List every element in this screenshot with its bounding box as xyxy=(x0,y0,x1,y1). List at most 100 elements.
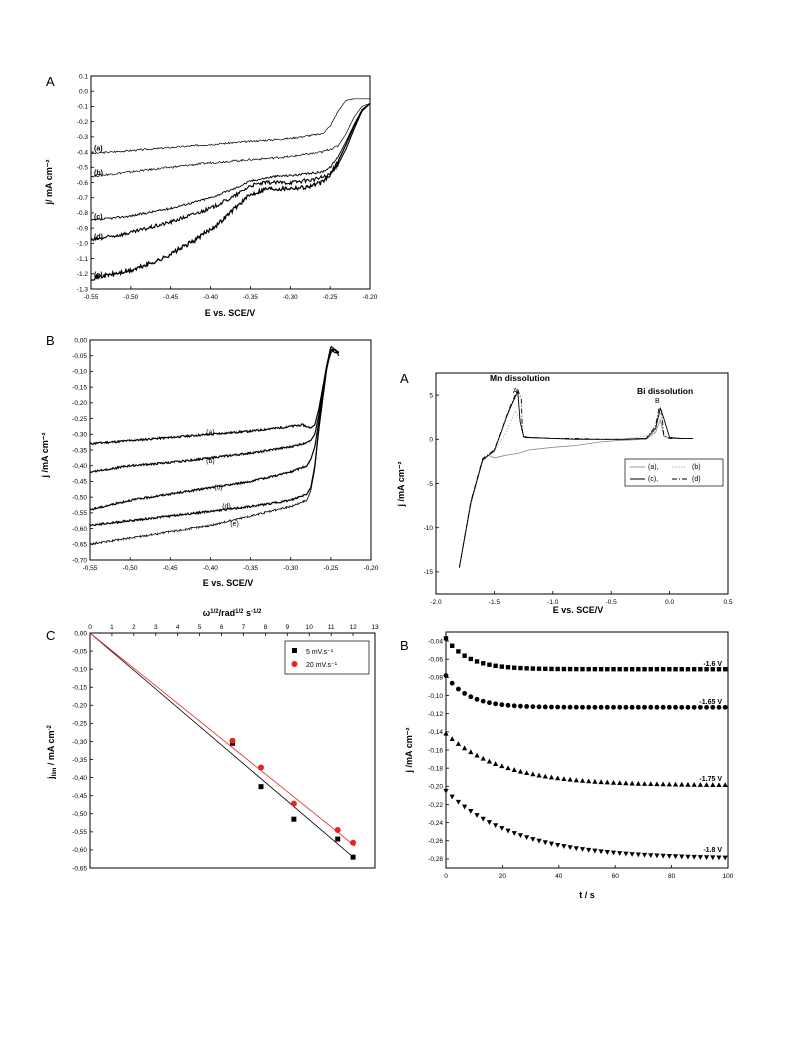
y-tick-label: -0.8 xyxy=(77,210,89,217)
point-triangle-down xyxy=(592,848,598,854)
curve-label-d: (d) xyxy=(222,504,231,511)
data-point-circle xyxy=(350,839,357,846)
point-triangle-down xyxy=(548,841,555,847)
point-triangle-up xyxy=(598,779,604,785)
panel-label-right-a: A xyxy=(400,371,409,386)
curve-label-b: (b) xyxy=(94,170,103,177)
point-circle xyxy=(511,703,517,709)
point-triangle-up xyxy=(617,780,623,786)
y-tick-label: -0,40 xyxy=(72,775,87,782)
curve-label-c: (c) xyxy=(94,214,103,221)
panel-right-a-cv: A -2.0 -1.5 -1.0 -0.5 0.0 0.5 5 0 -5 -10 -15 Mn di… xyxy=(396,371,733,615)
point-triangle-up xyxy=(722,782,728,788)
point-circle xyxy=(561,704,567,710)
curve-label-e: (e) xyxy=(230,521,239,528)
series-label: -1.6 V xyxy=(703,661,722,668)
y-tick-label: -0.1 xyxy=(77,104,89,111)
x-tick-label: 1 xyxy=(110,624,114,631)
point-circle xyxy=(604,704,610,710)
cv-curve-d xyxy=(458,388,693,568)
point-triangle-down xyxy=(666,854,672,859)
point-circle xyxy=(524,704,530,709)
point-circle xyxy=(679,704,685,710)
panel-right-b-transients: B 0 20 40 60 80 100 -0,04 -0,06 -0,08 -0,10 -0,12 -… xyxy=(400,631,734,900)
cv-curve-b xyxy=(459,410,693,568)
point-square xyxy=(642,667,647,672)
point-circle xyxy=(555,704,561,710)
point-square xyxy=(648,667,653,672)
curve-b xyxy=(89,349,339,474)
point-triangle-up xyxy=(480,755,486,761)
y-tick-label: -0,08 xyxy=(428,675,443,682)
point-square xyxy=(505,665,511,670)
point-square xyxy=(580,666,585,672)
point-square xyxy=(685,667,691,672)
point-square xyxy=(499,664,505,669)
panel-right-b-ylabel: j /mA cm⁻² xyxy=(404,728,414,774)
legend-label-20mv: 20 mV.s⁻¹ xyxy=(306,662,338,669)
point-triangle-down xyxy=(697,855,703,860)
point-square xyxy=(555,666,560,672)
panel-c-legend: 5 mV.s⁻¹ 20 mV.s⁻¹ xyxy=(284,640,370,675)
legend-b: (b) xyxy=(692,464,701,471)
panel-right-a-ylabel: j /mA cm⁻² xyxy=(396,462,406,508)
x-tick-label: -0.25 xyxy=(323,294,338,301)
point-triangle-down xyxy=(598,849,604,855)
point-square xyxy=(617,667,622,672)
x-tick-label: 40 xyxy=(555,873,563,880)
point-triangle-up xyxy=(561,776,567,782)
y-tick-label: -0,26 xyxy=(428,838,443,845)
curve-a xyxy=(89,348,340,445)
point-circle xyxy=(629,704,635,710)
y-tick-label: -0,20 xyxy=(72,703,87,710)
panel-a-ylabel: j/ mA cm⁻² xyxy=(44,160,54,206)
y-tick-label: -0.7 xyxy=(77,195,89,202)
y-tick-label: -0,05 xyxy=(72,648,87,655)
point-circle xyxy=(648,704,654,710)
y-tick-label: -0.9 xyxy=(77,225,89,232)
x-tick-label: 6 xyxy=(220,624,224,631)
point-triangle-up xyxy=(474,752,480,758)
point-square xyxy=(698,667,703,672)
point-triangle-up xyxy=(604,779,610,785)
data-point-circle xyxy=(290,800,297,807)
point-triangle-up xyxy=(548,774,555,780)
y-tick-label: 0,00 xyxy=(74,337,87,344)
y-tick-label: -0,45 xyxy=(72,479,87,486)
y-tick-label: 0.1 xyxy=(79,73,88,80)
y-tick-label: -0,50 xyxy=(72,494,87,501)
point-triangle-down xyxy=(505,828,511,834)
y-tick-label: -0,24 xyxy=(428,820,443,827)
x-tick-label: -0,20 xyxy=(364,565,379,572)
x-tick-label: 80 xyxy=(668,873,676,880)
point-triangle-down xyxy=(716,855,722,861)
point-triangle-down xyxy=(542,840,548,846)
point-triangle-down xyxy=(722,855,728,861)
point-triangle-down xyxy=(617,851,623,856)
point-triangle-up xyxy=(679,781,685,787)
point-triangle-down xyxy=(474,813,480,818)
data-point-circle xyxy=(258,764,264,771)
point-triangle-down xyxy=(573,846,579,851)
x-tick-label: -0.5 xyxy=(606,599,618,606)
legend-d: (d) xyxy=(692,476,701,483)
curve-c xyxy=(89,345,340,511)
x-tick-label: -0,40 xyxy=(203,565,218,572)
point-triangle-up xyxy=(623,780,629,786)
y-tick-label: -15 xyxy=(424,569,434,576)
point-circle xyxy=(456,686,461,692)
y-tick-label: -5 xyxy=(427,481,433,488)
point-circle xyxy=(635,704,641,710)
curve-label-b: (b) xyxy=(206,458,215,465)
point-circle xyxy=(592,704,598,710)
point-square xyxy=(667,667,672,672)
point-triangle-up xyxy=(462,745,468,751)
data-point-square xyxy=(350,854,356,860)
point-triangle-up xyxy=(703,782,710,787)
point-square xyxy=(456,649,461,654)
series-label: -1.65 V xyxy=(699,699,722,706)
data-point-circle xyxy=(334,827,341,834)
curve-c xyxy=(91,103,371,221)
legend-c: (c), xyxy=(648,476,658,483)
y-tick-label: -0.6 xyxy=(77,180,89,187)
